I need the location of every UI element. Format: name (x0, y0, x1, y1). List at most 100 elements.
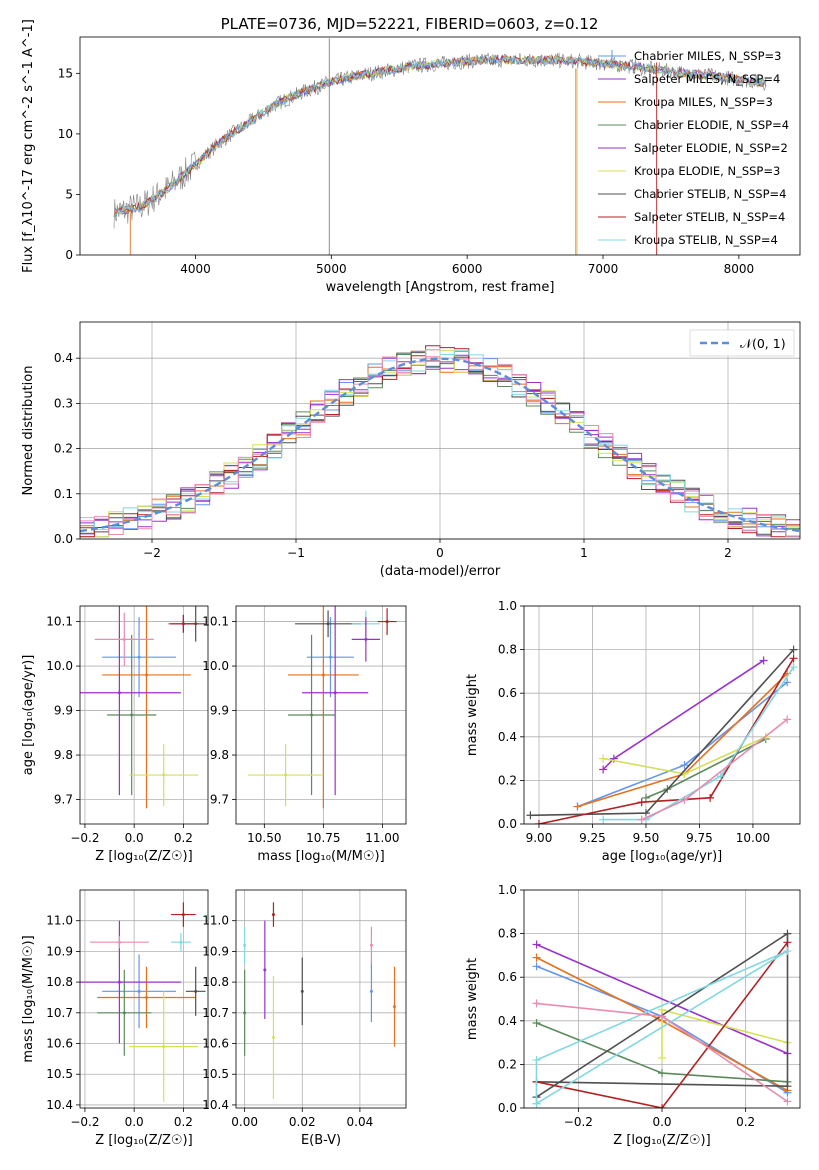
y-tick-label: 0.4 (498, 1014, 517, 1028)
axes-massweight_vs_age: 9.00 9.25 9.50 9.75 10.00 0.0 0.2 0.4 0.6 0.8 1.0 a… (465, 599, 801, 864)
x-tick-label: 4000 (180, 262, 211, 276)
histogram-kroupa_stelib (80, 349, 800, 538)
series-marker (783, 929, 792, 938)
data-point (333, 691, 337, 695)
series-marker (658, 1104, 666, 1108)
data-point (369, 989, 373, 993)
data-point (130, 713, 134, 717)
series-marker (532, 953, 541, 962)
figure-title: PLATE=0736, MJD=52221, FIBERID=0603, z=0… (221, 15, 599, 33)
axes-frame (235, 889, 407, 1109)
series-marker (573, 802, 582, 811)
data-point (326, 622, 330, 626)
data-point (300, 989, 304, 993)
y-tick-label: 10.4 (46, 1098, 73, 1112)
series-line-kroupa_elodie (661, 1008, 788, 1058)
x-tick-label: 10.00 (736, 831, 770, 845)
data-point (284, 773, 288, 777)
series-marker (783, 938, 792, 947)
y-tick-label: 0.0 (498, 1101, 517, 1115)
axes-age_vs_Z: −0.2 0.0 0.2 9.7 9.8 9.9 10.0 10.1 Z [log₁₀(Z/Z☉… (21, 605, 209, 864)
data-point (117, 940, 121, 944)
y-tick-label: 0.8 (498, 643, 517, 657)
y-tick-label: 0.3 (54, 396, 73, 410)
data-point (181, 622, 185, 626)
x-axis-label: E(B-V) (301, 1133, 341, 1148)
histogram-salpeter_elodie (80, 354, 800, 538)
data-point (392, 1005, 396, 1009)
x-tick-label: 0.02 (289, 1115, 316, 1129)
y-tick-label: 10.6 (202, 1037, 229, 1051)
residual-legend: 𝒩(0, 1) (689, 329, 795, 357)
x-tick-label: 0.2 (736, 1115, 755, 1129)
x-tick-label: 0 (436, 546, 444, 560)
legend-entry: Kroupa STELIB, N_SSP=4 (634, 233, 778, 247)
series-marker (532, 999, 541, 1008)
histogram-chabrier_stelib (80, 352, 800, 537)
x-axis-label: Z [log₁₀(Z/Z☉)] (95, 1133, 192, 1148)
series-marker (532, 1056, 541, 1065)
y-tick-label: 10.1 (202, 615, 229, 629)
x-tick-label: 11.00 (365, 831, 399, 845)
legend-entry: Salpeter STELIB, N_SSP=4 (634, 210, 785, 224)
x-tick-label: 0.2 (174, 831, 193, 845)
series-line-salpeter_stelib (538, 657, 795, 824)
legend-entry: Salpeter MILES, N_SSP=4 (634, 72, 780, 86)
data-point (310, 713, 314, 717)
x-tick-label: 10.50 (247, 831, 281, 845)
series-marker (789, 654, 798, 663)
data-point (271, 1035, 275, 1039)
data-point (144, 995, 148, 999)
histogram-salpeter_miles_alt (80, 356, 800, 538)
x-axis-label: wavelength [Angstrom, rest frame] (326, 280, 555, 295)
y-tick-label: 0.2 (54, 442, 73, 456)
y-tick-label: 9.7 (54, 793, 73, 807)
data-point (179, 940, 183, 944)
x-tick-label: −2 (143, 546, 161, 560)
normal-curve (80, 357, 800, 533)
model-line-kroupa_stelib (113, 54, 767, 218)
y-tick-label: 9.8 (54, 748, 73, 762)
axes-massweight_vs_Z: −0.2 0.0 0.2 0.0 0.2 0.4 0.6 0.8 1.0 Z [log₁₀(Z/Z… (465, 883, 801, 1148)
legend-entry: Salpeter ELODIE, N_SSP=2 (634, 141, 788, 155)
y-tick-label: 10.9 (46, 944, 73, 958)
data-point (162, 1045, 166, 1049)
axes-spectrum: 4000 5000 6000 7000 8000 0 5 10 15 wavelength [An… (21, 19, 801, 295)
plot-area (80, 345, 800, 538)
data-point (369, 943, 373, 947)
data-point (328, 655, 332, 659)
series-marker (783, 678, 792, 687)
y-tick-label: 0.2 (498, 1057, 517, 1071)
x-tick-label: 0.04 (347, 1115, 374, 1129)
data-point (364, 637, 368, 641)
y-tick-label: 0 (65, 248, 73, 262)
series-marker (658, 1053, 666, 1062)
legend-entry: 𝒩(0, 1) (740, 336, 786, 351)
series-marker (783, 1082, 792, 1091)
series-marker (658, 1069, 666, 1078)
data-point (385, 620, 389, 624)
x-tick-label: 9.50 (633, 831, 660, 845)
series-line-kroupa_stelib (535, 950, 788, 1105)
y-axis-label: mass [log₁₀(M/M☉)] (21, 935, 36, 1062)
axes-frame (523, 605, 801, 825)
data-point (117, 691, 121, 695)
y-axis-label: mass weight (465, 674, 480, 756)
series-marker (716, 772, 725, 781)
y-tick-label: 10.9 (202, 944, 229, 958)
series-marker (783, 947, 792, 956)
y-tick-label: 9.9 (54, 704, 73, 718)
series-line-kroupa_stelib (603, 666, 795, 821)
plot-area (532, 929, 792, 1108)
x-tick-label: 0.00 (231, 1115, 258, 1129)
x-tick-label: −0.2 (564, 1115, 593, 1129)
x-axis-label: mass [log₁₀(M/M☉)] (257, 849, 384, 864)
series-marker (706, 793, 715, 802)
series-marker (599, 815, 608, 824)
series-marker (658, 1012, 666, 1021)
y-tick-label: 9.9 (210, 704, 229, 718)
data-point (137, 989, 141, 993)
axes-frame (79, 321, 801, 540)
x-tick-label: 0.2 (174, 1115, 193, 1129)
